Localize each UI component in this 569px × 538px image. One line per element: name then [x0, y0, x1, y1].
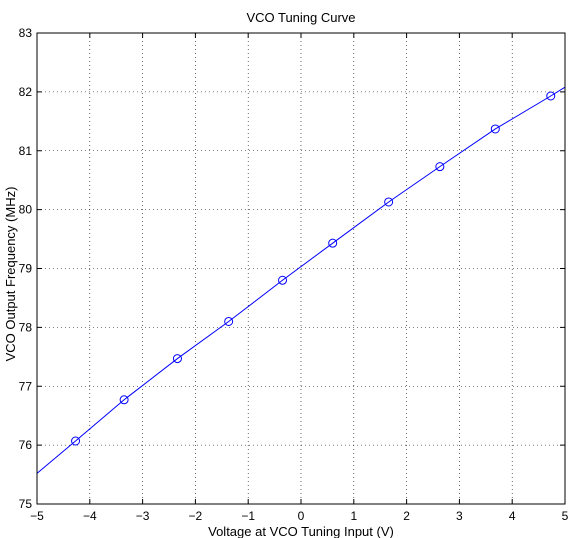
data-point-marker — [224, 316, 234, 326]
y-tick-label: 82 — [19, 85, 33, 99]
x-tick-label: 2 — [403, 509, 410, 523]
data-series — [36, 86, 566, 474]
y-tick-label: 80 — [19, 203, 33, 217]
data-point-marker — [172, 354, 182, 364]
data-point-marker — [435, 162, 445, 172]
x-tick-label: 3 — [456, 509, 463, 523]
x-tick-label: 4 — [509, 509, 516, 523]
y-axis-label: VCO Output Frequency (MHz) — [3, 187, 18, 362]
data-point-marker — [278, 275, 288, 285]
data-point-marker — [384, 197, 394, 207]
y-tick-label: 78 — [19, 320, 33, 334]
x-tick-label: −1 — [241, 509, 255, 523]
y-tick-label: 81 — [19, 144, 33, 158]
data-point-marker — [119, 395, 129, 405]
data-point-marker — [546, 91, 556, 101]
y-tick-label: 75 — [19, 497, 33, 511]
y-tick-label: 76 — [19, 438, 33, 452]
grid — [37, 33, 565, 504]
tick-labels: −5 −4 −3 −2 −1 0 1 2 3 4 5 75 76 77 78 79 80 81 82 83 — [19, 26, 569, 523]
data-point-marker — [328, 238, 338, 248]
y-tick-label: 77 — [19, 379, 33, 393]
series-line — [36, 86, 566, 474]
data-point-marker — [71, 436, 81, 446]
x-tick-label: −4 — [83, 509, 97, 523]
chart-title: VCO Tuning Curve — [246, 10, 355, 25]
x-tick-label: −2 — [189, 509, 203, 523]
x-tick-label: 5 — [562, 509, 569, 523]
y-tick-label: 79 — [19, 262, 33, 276]
axes — [36, 32, 566, 505]
x-axis-label: Voltage at VCO Tuning Input (V) — [208, 524, 394, 538]
data-point-marker — [490, 124, 500, 134]
x-tick-label: 1 — [350, 509, 357, 523]
x-tick-label: −3 — [136, 509, 150, 523]
y-tick-label: 83 — [19, 26, 33, 40]
x-tick-label: 0 — [298, 509, 305, 523]
x-tick-label: −5 — [30, 509, 44, 523]
